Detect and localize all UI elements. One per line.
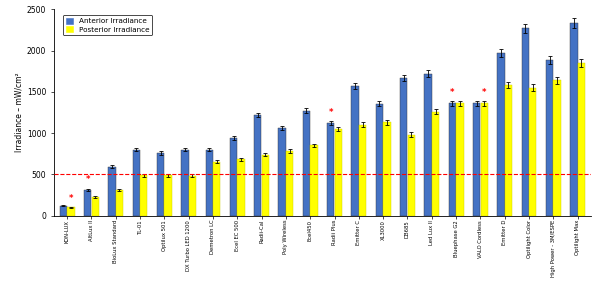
Text: *: * — [450, 88, 454, 97]
Bar — [303, 111, 310, 216]
Bar — [400, 78, 407, 216]
Bar — [91, 197, 99, 216]
Bar — [570, 23, 577, 216]
Text: *: * — [482, 88, 487, 97]
Bar — [408, 135, 415, 216]
Bar — [140, 175, 147, 216]
Bar — [164, 175, 172, 216]
Bar — [553, 80, 561, 216]
Bar — [376, 104, 383, 216]
Bar — [133, 150, 140, 216]
Bar — [67, 207, 75, 216]
Bar — [254, 115, 261, 216]
Bar — [449, 103, 456, 216]
Bar — [456, 103, 463, 216]
Bar — [335, 129, 342, 216]
Bar — [359, 125, 367, 216]
Text: *: * — [69, 193, 73, 203]
Text: *: * — [85, 175, 90, 184]
Bar — [286, 151, 293, 216]
Bar — [108, 167, 116, 216]
Bar — [205, 150, 213, 216]
Bar — [213, 162, 220, 216]
Bar — [522, 28, 529, 216]
Bar — [238, 160, 245, 216]
Bar — [481, 103, 488, 216]
Bar — [578, 63, 585, 216]
Bar — [497, 53, 504, 216]
Bar — [424, 74, 432, 216]
Text: *: * — [328, 108, 333, 117]
Bar — [189, 176, 196, 216]
Bar — [181, 150, 189, 216]
Bar — [383, 122, 390, 216]
Bar — [529, 88, 537, 216]
Bar — [278, 128, 286, 216]
Bar — [473, 103, 481, 216]
Bar — [157, 153, 164, 216]
Bar — [327, 123, 334, 216]
Bar — [261, 155, 269, 216]
Bar — [432, 111, 439, 216]
Bar — [84, 190, 91, 216]
Bar — [116, 190, 123, 216]
Legend: Anterior Irradiance, Posterior Irradiance: Anterior Irradiance, Posterior Irradianc… — [63, 15, 152, 35]
Bar — [505, 85, 512, 216]
Bar — [60, 206, 67, 216]
Bar — [546, 60, 553, 216]
Bar — [310, 145, 318, 216]
Bar — [230, 138, 237, 216]
Y-axis label: Irradiance – mW/cm²: Irradiance – mW/cm² — [15, 73, 24, 152]
Bar — [352, 86, 359, 216]
